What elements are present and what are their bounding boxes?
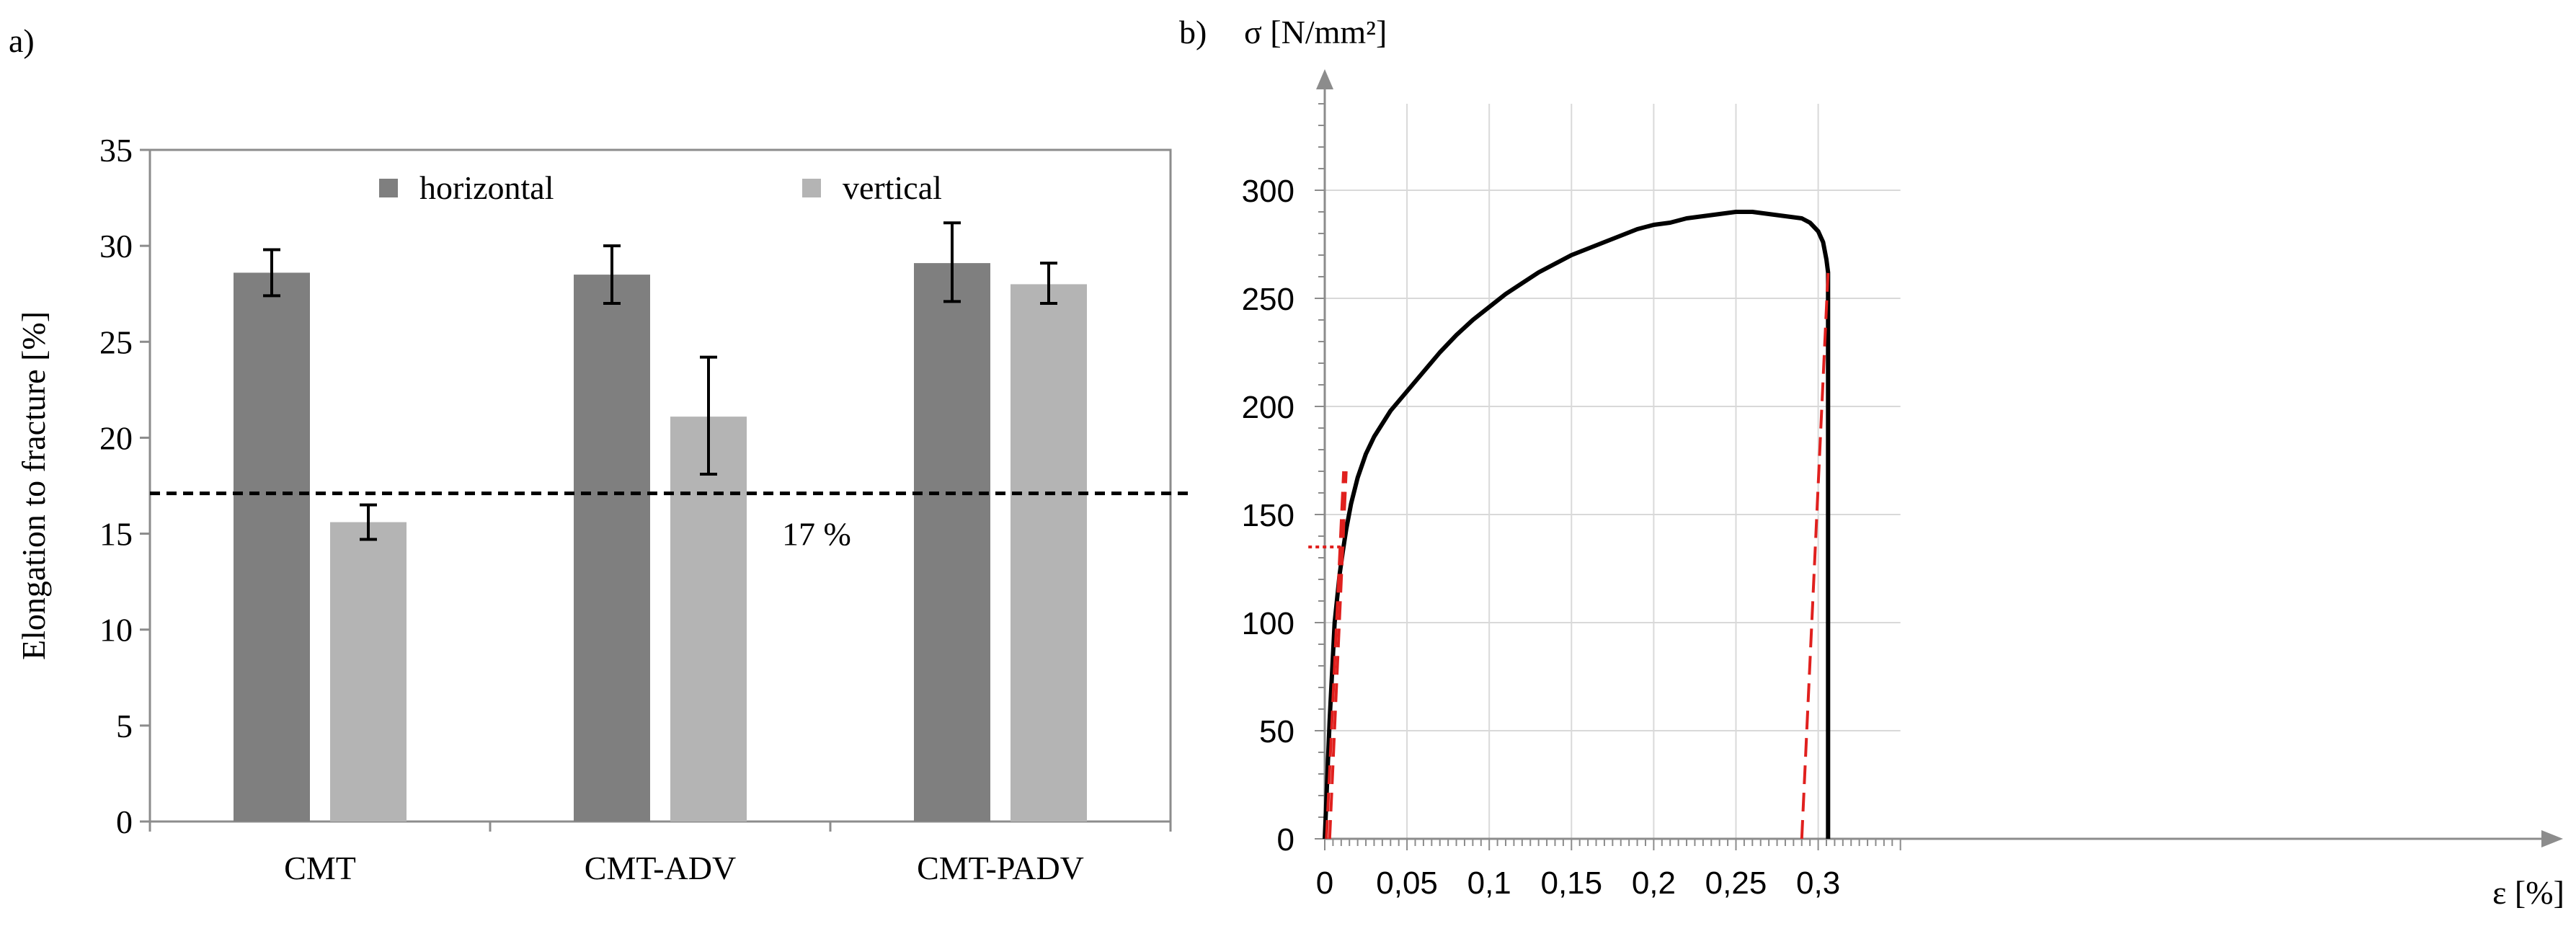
x-tick-label-b: 0,15	[1540, 865, 1602, 901]
y-tick-label-b: 100	[1242, 606, 1294, 641]
y-tick-label-a: 20	[99, 419, 133, 456]
x-tick-label-b: 0,05	[1376, 865, 1438, 901]
y-axis-label-a: Elongation to fracture [%]	[15, 311, 52, 660]
panel-a-bar-chart: a) Elongation to fracture [%] 0 5 10 15 20 25…	[9, 22, 1191, 886]
x-axis-arrow	[2541, 830, 2563, 847]
plot-area-a	[148, 148, 1172, 823]
y-tick-label-a: 25	[99, 324, 133, 360]
x-tick-label-a: CMT-PADV	[917, 850, 1084, 886]
x-axis-label-b: ε [%]	[2492, 874, 2564, 911]
x-tick-label-a: CMT	[284, 850, 356, 886]
x-tick-label-b: 0,1	[1467, 865, 1511, 901]
y-tick-label-a: 35	[99, 132, 133, 169]
x-tick-label-b: 0,2	[1632, 865, 1676, 901]
y-tick-label-a: 30	[99, 228, 133, 264]
panel-b-label: b)	[1179, 14, 1207, 50]
series-line-2	[1328, 471, 1348, 840]
y-tick-label-b: 250	[1242, 282, 1294, 317]
reference-line-label: 17 %	[782, 516, 851, 553]
x-tick-label-b: 0	[1316, 865, 1333, 901]
legend-swatch-horizontal	[379, 179, 398, 197]
x-tick-label-b: 0,3	[1796, 865, 1840, 901]
y-tick-label-b: 150	[1242, 498, 1294, 533]
y-tick-label-a: 5	[116, 708, 133, 744]
y-tick-label-b: 300	[1242, 174, 1294, 209]
legend-label-horizontal: horizontal	[419, 169, 554, 206]
series-line-0	[1323, 210, 1831, 840]
panel-b-line-chart: b) σ [N/mm²] ε [%] 0 50 100 150 200 250 300 0 0,…	[1179, 14, 2564, 911]
panel-a-label: a)	[9, 22, 35, 59]
bar-horizontal-CMT	[234, 272, 310, 822]
series-line-3	[1800, 272, 1830, 840]
y-axis-arrow	[1316, 69, 1333, 89]
series-line-1	[1325, 471, 1346, 840]
y-tick-label-b: 50	[1259, 714, 1294, 749]
y-tick-label-a: 0	[116, 803, 133, 840]
y-tick-label-b: 200	[1242, 390, 1294, 425]
legend-label-vertical: vertical	[843, 169, 942, 206]
legend-swatch-vertical	[802, 179, 821, 197]
y-tick-label-a: 10	[99, 612, 133, 649]
bar-vertical-CMT-ADV	[670, 417, 747, 822]
x-tick-label-a: CMT-ADV	[585, 850, 736, 886]
y-tick-label-a: 15	[99, 516, 133, 553]
x-tick-label-b: 0,25	[1705, 865, 1767, 901]
y-tick-label-b: 0	[1277, 822, 1294, 858]
bar-vertical-CMT	[330, 522, 407, 822]
bar-vertical-CMT-PADV	[1011, 284, 1087, 822]
y-axis-label-b: σ [N/mm²]	[1244, 14, 1387, 50]
bar-horizontal-CMT-ADV	[574, 275, 650, 822]
bar-horizontal-CMT-PADV	[914, 263, 990, 822]
